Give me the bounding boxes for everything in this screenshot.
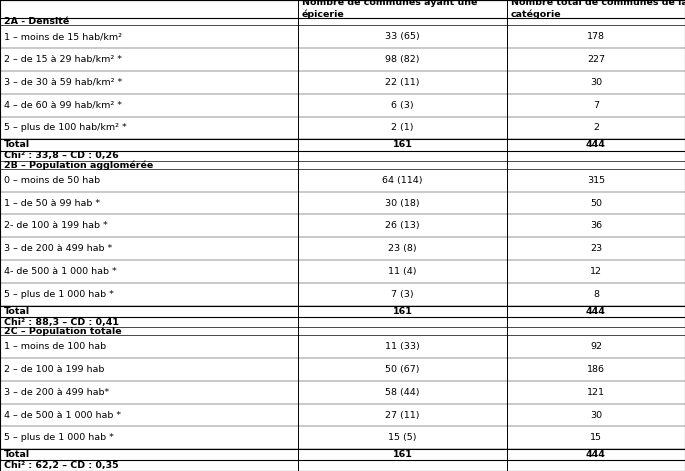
Text: Nombre de communes ayant une
épicerie: Nombre de communes ayant une épicerie: [302, 0, 477, 19]
Text: 444: 444: [586, 140, 606, 149]
Text: 2- de 100 à 199 hab *: 2- de 100 à 199 hab *: [4, 221, 108, 230]
Text: 58 (44): 58 (44): [385, 388, 420, 397]
Text: 30: 30: [590, 78, 602, 87]
Text: 50: 50: [590, 199, 602, 208]
Text: 26 (13): 26 (13): [385, 221, 420, 230]
Text: 3 – de 200 à 499 hab *: 3 – de 200 à 499 hab *: [4, 244, 112, 253]
Text: 121: 121: [587, 388, 605, 397]
Text: 0 – moins de 50 hab: 0 – moins de 50 hab: [4, 176, 100, 185]
Text: 2 – de 15 à 29 hab/km² *: 2 – de 15 à 29 hab/km² *: [4, 55, 122, 64]
Text: 15 (5): 15 (5): [388, 433, 416, 442]
Text: 4- de 500 à 1 000 hab *: 4- de 500 à 1 000 hab *: [4, 267, 117, 276]
Text: 161: 161: [393, 307, 412, 316]
Text: 7: 7: [593, 101, 599, 110]
Text: 2A - Densité: 2A - Densité: [4, 17, 69, 26]
Text: 5 – plus de 1 000 hab *: 5 – plus de 1 000 hab *: [4, 433, 114, 442]
Text: Chi² : 88,3 – CD : 0,41: Chi² : 88,3 – CD : 0,41: [4, 317, 119, 327]
Text: 92: 92: [590, 342, 602, 351]
Text: 6 (3): 6 (3): [391, 101, 414, 110]
Text: 1 – de 50 à 99 hab *: 1 – de 50 à 99 hab *: [4, 199, 100, 208]
Text: 11 (4): 11 (4): [388, 267, 416, 276]
Text: 444: 444: [586, 450, 606, 459]
Text: 2B – Population agglomérée: 2B – Population agglomérée: [4, 160, 153, 170]
Text: 4 – de 500 à 1 000 hab *: 4 – de 500 à 1 000 hab *: [4, 411, 121, 420]
Text: 5 – plus de 1 000 hab *: 5 – plus de 1 000 hab *: [4, 290, 114, 299]
Text: 30 (18): 30 (18): [385, 199, 420, 208]
Text: 7 (3): 7 (3): [391, 290, 414, 299]
Text: 23 (8): 23 (8): [388, 244, 416, 253]
Text: 8: 8: [593, 290, 599, 299]
Text: 2 – de 100 à 199 hab: 2 – de 100 à 199 hab: [4, 365, 105, 374]
Text: 186: 186: [587, 365, 605, 374]
Text: 12: 12: [590, 267, 602, 276]
Text: 98 (82): 98 (82): [385, 55, 420, 64]
Text: 1 – moins de 100 hab: 1 – moins de 100 hab: [4, 342, 106, 351]
Text: 23: 23: [590, 244, 602, 253]
Text: Total: Total: [4, 307, 30, 316]
Text: 33 (65): 33 (65): [385, 32, 420, 41]
Text: 4 – de 60 à 99 hab/km² *: 4 – de 60 à 99 hab/km² *: [4, 101, 122, 110]
Text: 161: 161: [393, 450, 412, 459]
Text: 1 – moins de 15 hab/km²: 1 – moins de 15 hab/km²: [4, 32, 122, 41]
Text: 27 (11): 27 (11): [385, 411, 420, 420]
Text: 30: 30: [590, 411, 602, 420]
Text: 161: 161: [393, 140, 412, 149]
Text: 15: 15: [590, 433, 602, 442]
Text: Chi² : 33,8 – CD : 0,26: Chi² : 33,8 – CD : 0,26: [4, 151, 119, 160]
Text: 22 (11): 22 (11): [385, 78, 420, 87]
Text: 11 (33): 11 (33): [385, 342, 420, 351]
Text: 227: 227: [587, 55, 605, 64]
Text: 3 – de 30 à 59 hab/km² *: 3 – de 30 à 59 hab/km² *: [4, 78, 123, 87]
Text: 2C – Population totale: 2C – Population totale: [4, 327, 122, 336]
Text: 2 (1): 2 (1): [391, 123, 414, 132]
Text: 2: 2: [593, 123, 599, 132]
Text: 178: 178: [587, 32, 605, 41]
Text: 50 (67): 50 (67): [385, 365, 420, 374]
Text: Total: Total: [4, 140, 30, 149]
Text: 64 (114): 64 (114): [382, 176, 423, 185]
Text: 315: 315: [587, 176, 605, 185]
Text: Nombre total de communes de la
catégorie: Nombre total de communes de la catégorie: [511, 0, 685, 19]
Text: 444: 444: [586, 307, 606, 316]
Text: Chi² : 62,2 – CD : 0,35: Chi² : 62,2 – CD : 0,35: [4, 461, 119, 470]
Text: 5 – plus de 100 hab/km² *: 5 – plus de 100 hab/km² *: [4, 123, 127, 132]
Text: Total: Total: [4, 450, 30, 459]
Text: 36: 36: [590, 221, 602, 230]
Text: 3 – de 200 à 499 hab*: 3 – de 200 à 499 hab*: [4, 388, 110, 397]
